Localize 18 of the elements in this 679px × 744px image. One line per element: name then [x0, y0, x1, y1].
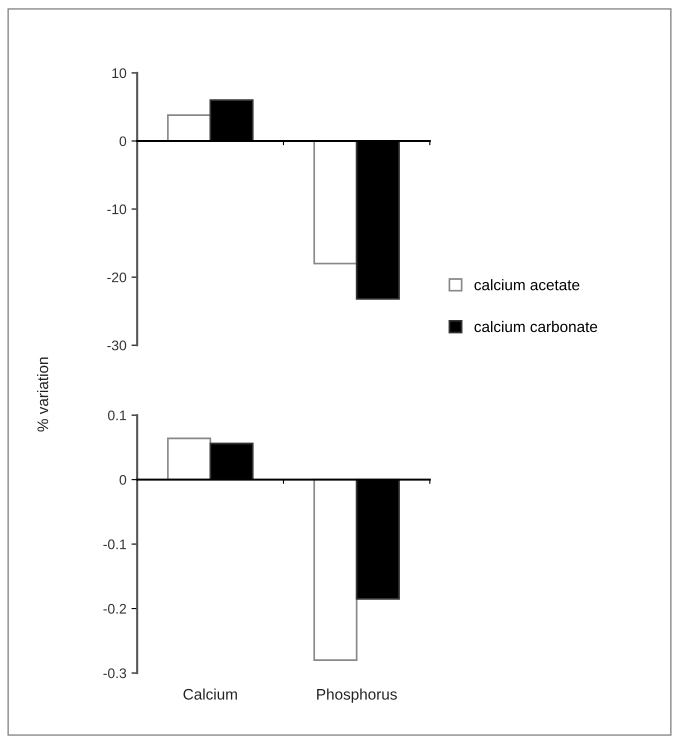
y-tick-label: -0.2 — [103, 604, 126, 614]
y-tick-label: -0.1 — [103, 539, 126, 550]
legend-label: calcium acetate — [474, 279, 580, 290]
x-tick-label: Calcium — [184, 688, 237, 700]
y-tick-label: -20 — [107, 272, 126, 282]
legend-label: calcium carbonate — [474, 320, 598, 332]
y-tick-label: 0.1 — [108, 410, 126, 420]
y-axis-title: % variation — [37, 358, 48, 432]
y-tick-label: -10 — [107, 204, 126, 214]
bar — [313, 478, 358, 661]
bar — [167, 438, 212, 480]
y-tick-label: 10 — [112, 68, 126, 78]
x-tick-label: Phosphorus — [317, 688, 397, 703]
y-tick-label: 0 — [120, 474, 126, 485]
y-tick-label: -30 — [107, 340, 126, 350]
bar — [313, 140, 358, 264]
y-tick-label: 0 — [120, 136, 126, 146]
y-tick-label: -0.3 — [103, 668, 126, 678]
